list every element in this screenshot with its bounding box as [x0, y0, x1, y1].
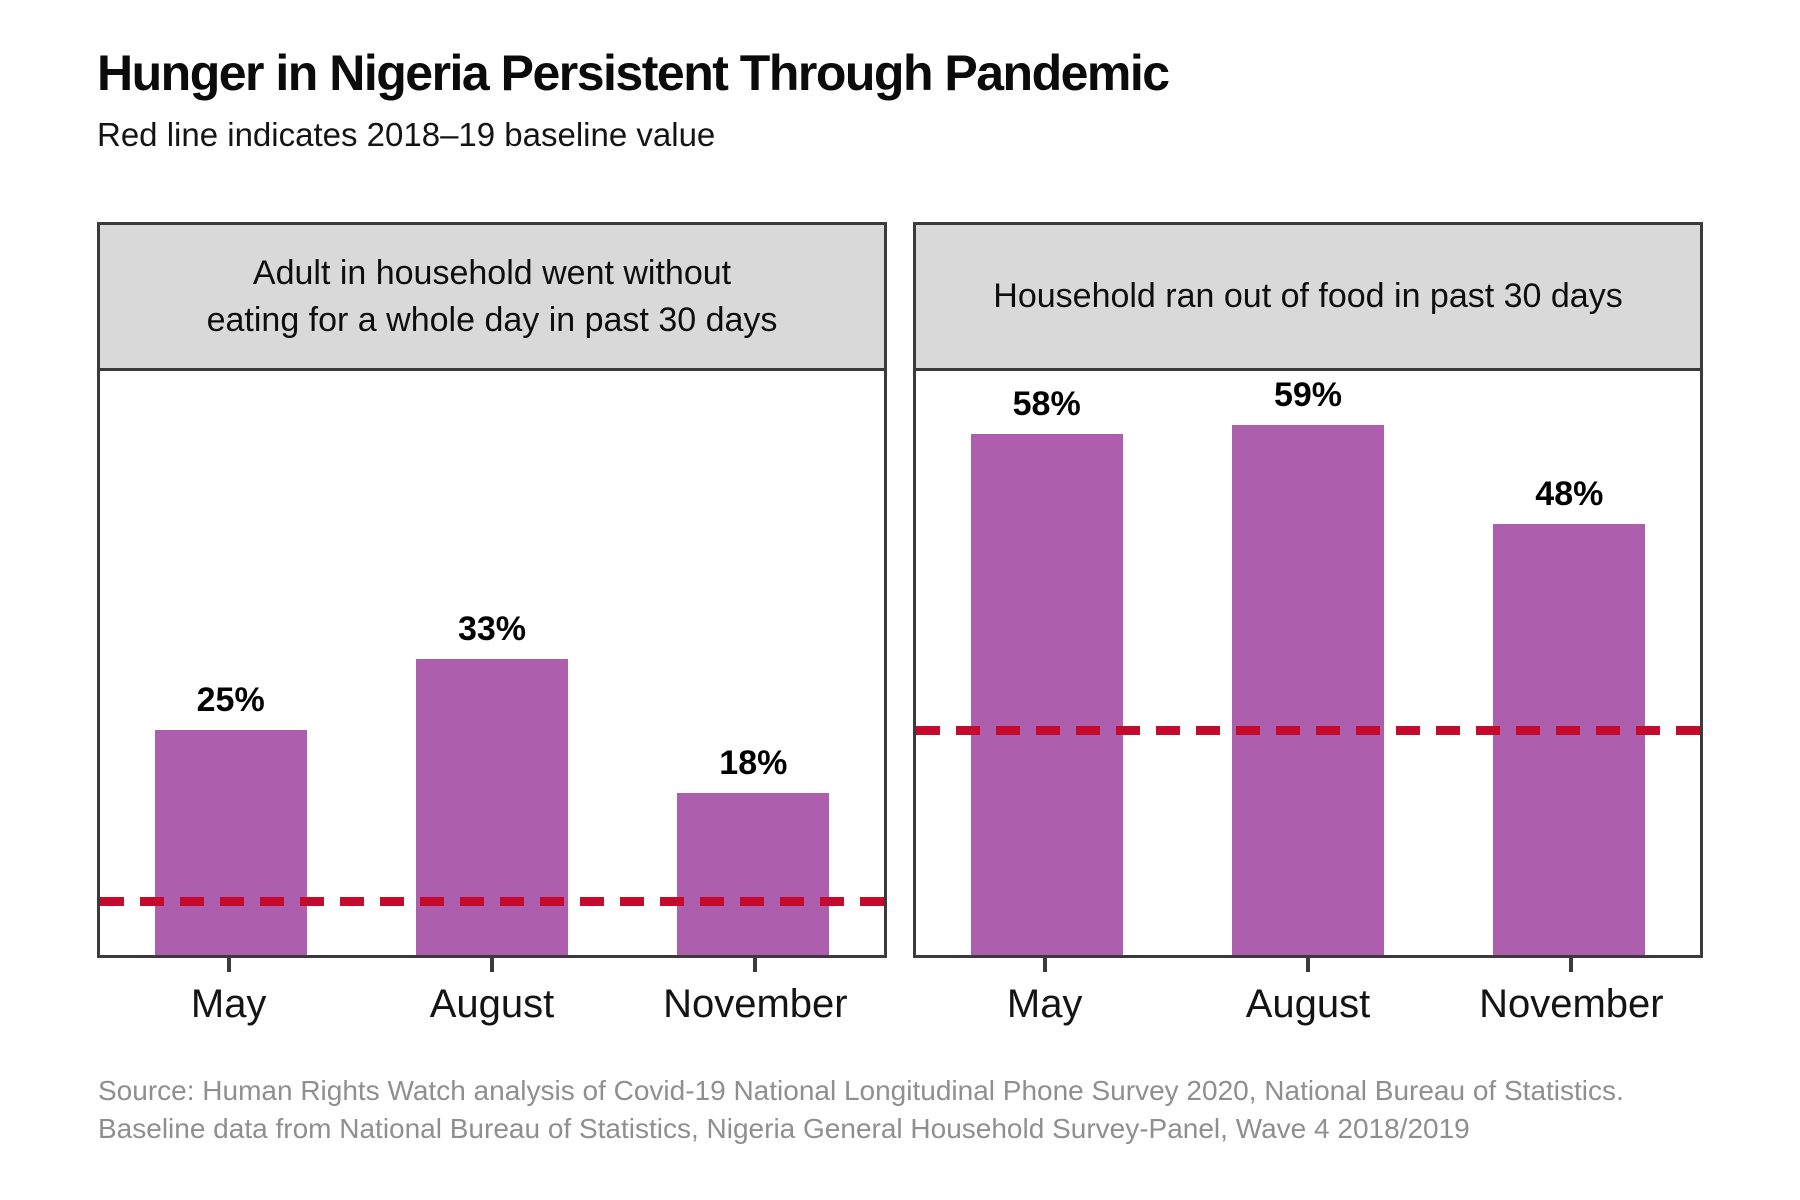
baseline-dashed-line	[916, 725, 1700, 735]
baseline-dashed-line	[100, 896, 884, 906]
axis-tick	[753, 958, 758, 972]
axis-tick	[490, 958, 494, 972]
panel-frame: Adult in household went without eating fo…	[97, 222, 887, 958]
x-axis-label-november: November	[1479, 982, 1664, 1026]
x-axis-label-november: November	[663, 982, 848, 1026]
axis-tick	[226, 958, 231, 972]
chart-panel: Household ran out of food in past 30 day…	[913, 222, 1703, 1036]
x-axis-label-august: August	[1245, 982, 1371, 1026]
x-axis-labels: May August November	[97, 982, 887, 1036]
axis-tick	[1306, 958, 1310, 972]
bar-november	[677, 793, 830, 955]
bar-value-label: 25%	[196, 681, 265, 720]
bar-value-label: 18%	[719, 744, 788, 783]
source-note: Source: Human Rights Watch analysis of C…	[98, 1072, 1624, 1148]
axis-tick	[1042, 958, 1047, 972]
x-axis-ticks	[913, 958, 1703, 974]
x-axis-labels: May August November	[913, 982, 1703, 1036]
source-line-2: Baseline data from National Bureau of St…	[98, 1113, 1470, 1144]
axis-tick	[1569, 958, 1574, 972]
panel-title: Adult in household went without eating fo…	[206, 253, 778, 339]
bar-value-label: 58%	[1012, 384, 1081, 423]
x-axis-label-may: May	[190, 982, 267, 1026]
bar-value-label: 33%	[457, 609, 527, 648]
x-axis-label-august: August	[429, 982, 555, 1026]
x-axis-label-may: May	[1006, 982, 1083, 1026]
x-axis-ticks	[97, 958, 887, 974]
chart-title: Hunger in Nigeria Persistent Through Pan…	[97, 45, 1170, 101]
bar-may	[154, 730, 307, 955]
bar-value-label: 48%	[1535, 474, 1604, 513]
bar-november	[1493, 523, 1646, 955]
panel-header: Adult in household went without eating fo…	[100, 225, 884, 371]
bar-august	[1232, 424, 1384, 955]
bar-may	[970, 433, 1123, 955]
source-line-1: Source: Human Rights Watch analysis of C…	[98, 1075, 1624, 1106]
bar-august	[416, 658, 568, 955]
plot-area: 58% 59% 48%	[916, 371, 1700, 955]
panel-title: Household ran out of food in past 30 day…	[993, 277, 1623, 316]
charts-row: Adult in household went without eating fo…	[97, 222, 1703, 1036]
plot-area: 25% 33% 18%	[100, 371, 884, 955]
chart-subtitle: Red line indicates 2018–19 baseline valu…	[97, 116, 716, 153]
chart-panel: Adult in household went without eating fo…	[97, 222, 887, 1036]
bar-value-label: 59%	[1273, 375, 1343, 414]
panel-header: Household ran out of food in past 30 day…	[916, 225, 1700, 371]
panel-frame: Household ran out of food in past 30 day…	[913, 222, 1703, 958]
